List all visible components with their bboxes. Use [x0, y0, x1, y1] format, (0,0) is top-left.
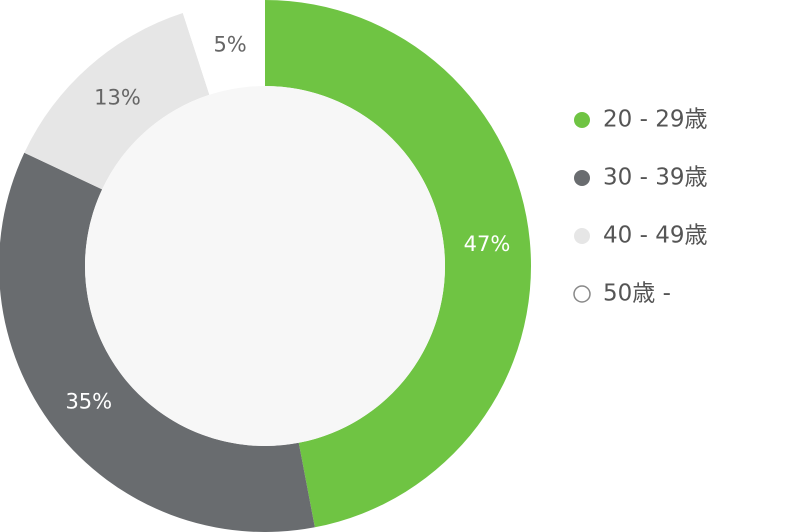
donut-segment [182, 0, 265, 95]
legend-marker [573, 285, 591, 303]
legend-label: 40 - 49歳 [603, 223, 707, 249]
legend-marker [574, 170, 590, 186]
donut-segment [265, 0, 531, 528]
donut-segment [24, 13, 210, 190]
legend-label: 20 - 29歳 [603, 107, 707, 133]
legend-label: 30 - 39歳 [603, 165, 707, 191]
donut-segment [0, 152, 315, 532]
data-label: 47% [464, 232, 511, 256]
legend-marker [574, 228, 590, 244]
donut-hole [85, 86, 445, 446]
data-label: 35% [65, 390, 112, 414]
data-label: 5% [213, 33, 246, 57]
data-label: 13% [94, 86, 141, 110]
legend-label: 50歳 - [603, 281, 671, 307]
legend-marker [574, 112, 590, 128]
